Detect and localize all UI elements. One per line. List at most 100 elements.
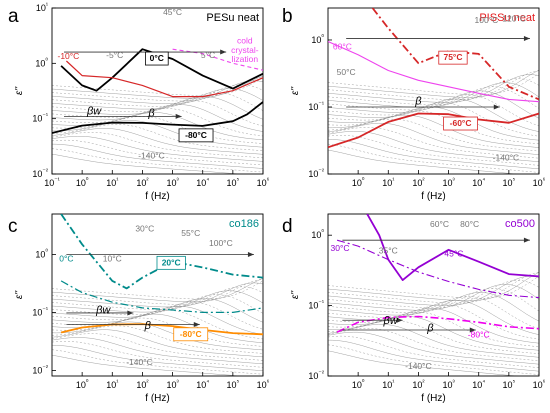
panel-c: c 10⁰ 10¹ 10² 10³ 10⁴ 10⁵ 10⁶ 10⁻² 10⁻¹ 10⁰ f (Hz) ε… (8, 213, 270, 404)
series-line (65, 60, 263, 98)
series-line (52, 101, 263, 134)
y-axis-label: ε'' (290, 290, 301, 299)
arrow-head-icon (127, 310, 134, 316)
x-tick-label: 10⁶ (533, 177, 546, 188)
annotation-label: -60°C (450, 118, 472, 128)
y-tick-label: 10⁰ (35, 248, 48, 260)
annotation-label: β (147, 107, 155, 119)
panel-letter: c (8, 216, 18, 237)
y-tick-label: 10⁰ (311, 228, 324, 240)
x-tick-label: 10⁰ (76, 378, 89, 390)
plot-frame (51, 7, 264, 175)
y-tick-label: 10⁻¹ (32, 306, 48, 317)
x-tick-label: 10⁶ (533, 379, 546, 390)
series-line (60, 323, 263, 336)
y-tick-label: 10⁻² (308, 370, 324, 381)
annotation-label: 45°C (163, 7, 182, 17)
annotation-label: -80°C (180, 329, 202, 339)
x-tick-label: 10⁵ (502, 379, 515, 390)
x-tick-label: 10⁶ (257, 379, 270, 390)
arrow-head-icon (247, 252, 254, 257)
x-tick-label: 10³ (166, 177, 179, 188)
annotation-label: β (426, 322, 434, 334)
annotation-label: β (414, 96, 422, 108)
series-group (52, 48, 263, 134)
background-spectra (328, 69, 539, 174)
annotation-label: -140°C (126, 357, 153, 367)
x-axis-label: f (Hz) (145, 191, 169, 202)
annotation-label: 120°C (502, 13, 526, 23)
arrow-head-icon (493, 104, 500, 110)
annotation-box (156, 255, 186, 270)
arrow-head-icon (220, 49, 227, 55)
arrow-head-icon (396, 317, 403, 323)
x-tick-label: 10⁴ (196, 177, 209, 188)
x-tick-label: 10⁵ (226, 379, 239, 390)
annotation-label: 100°C (209, 238, 233, 248)
annotation-label: 10°C (103, 254, 122, 264)
y-axis-label: ε'' (290, 86, 301, 95)
annotation-label: lization (232, 54, 259, 64)
series-line (328, 112, 539, 149)
panel-title: PESu neat (206, 12, 259, 24)
background-spectra (328, 272, 539, 376)
annotation-label: 75°C (443, 52, 462, 62)
annotation-label: -80°C (468, 330, 490, 340)
x-tick-label: 10⁵ (502, 177, 515, 188)
x-tick-label: 10² (412, 177, 425, 188)
annotation-label: crystal- (231, 45, 259, 55)
annotation-box (443, 116, 478, 131)
series-line (336, 315, 539, 333)
annotation-label: 55°C (181, 228, 200, 238)
annotation-label: 60°C (430, 219, 449, 229)
panel-letter: d (282, 216, 293, 237)
x-tick-label: 10³ (442, 379, 455, 390)
x-tick-label: 10² (136, 379, 149, 390)
y-axis-label: ε'' (14, 86, 25, 95)
annotation-label: -80°C (185, 130, 207, 140)
x-tick-label: 10¹ (106, 177, 119, 188)
x-tick-label: 10³ (166, 379, 179, 390)
annotation-label: 45°C (444, 248, 463, 258)
annotation-label: βw (86, 105, 102, 117)
panel-title: co186 (229, 218, 259, 230)
panel-letter: b (282, 6, 293, 27)
arrow-head-icon (175, 113, 182, 119)
x-tick-label: 10⁰ (352, 378, 365, 390)
x-tick-label: 10¹ (382, 379, 395, 390)
plot-frame (327, 7, 540, 175)
annotation-label: 50°C (337, 67, 356, 77)
y-tick-label: 10⁰ (35, 56, 48, 68)
x-tick-label: 10⁶ (257, 177, 270, 188)
annotation-label: -140°C (138, 151, 165, 161)
x-axis-label: f (Hz) (421, 191, 445, 202)
annotation-label: -5°C (106, 50, 123, 60)
annotation-label: 80°C (460, 219, 479, 229)
annotation-label: 100°C (475, 15, 499, 25)
y-tick-label: 10⁰ (311, 33, 324, 45)
panel-letter: a (8, 6, 19, 27)
annotation-label: 0°C (150, 53, 164, 63)
series-line (60, 48, 263, 92)
x-tick-label: 10¹ (382, 177, 395, 188)
x-tick-label: 10⁴ (472, 177, 485, 188)
series-line (366, 214, 539, 281)
annotation-label: 20°C (162, 257, 181, 267)
annotation-box (178, 128, 214, 143)
annotation-label: cold (237, 35, 253, 45)
annotation-label: -10°C (57, 51, 79, 61)
x-tick-label: 10¹ (106, 379, 119, 390)
annotation-label: 5°C (201, 50, 215, 60)
y-tick-label: 10⁻¹ (308, 300, 324, 311)
series-group (328, 8, 539, 149)
plot-frame (327, 213, 540, 377)
annotation-label: 0°C (59, 254, 73, 264)
series-line (371, 8, 539, 101)
y-axis-label: ε'' (14, 290, 25, 299)
annotation-label: β (144, 320, 152, 332)
series-line (328, 40, 539, 103)
arrow-head-icon (469, 327, 476, 333)
annotation-label: 30°C (135, 223, 154, 233)
panel-title: co500 (505, 218, 535, 230)
